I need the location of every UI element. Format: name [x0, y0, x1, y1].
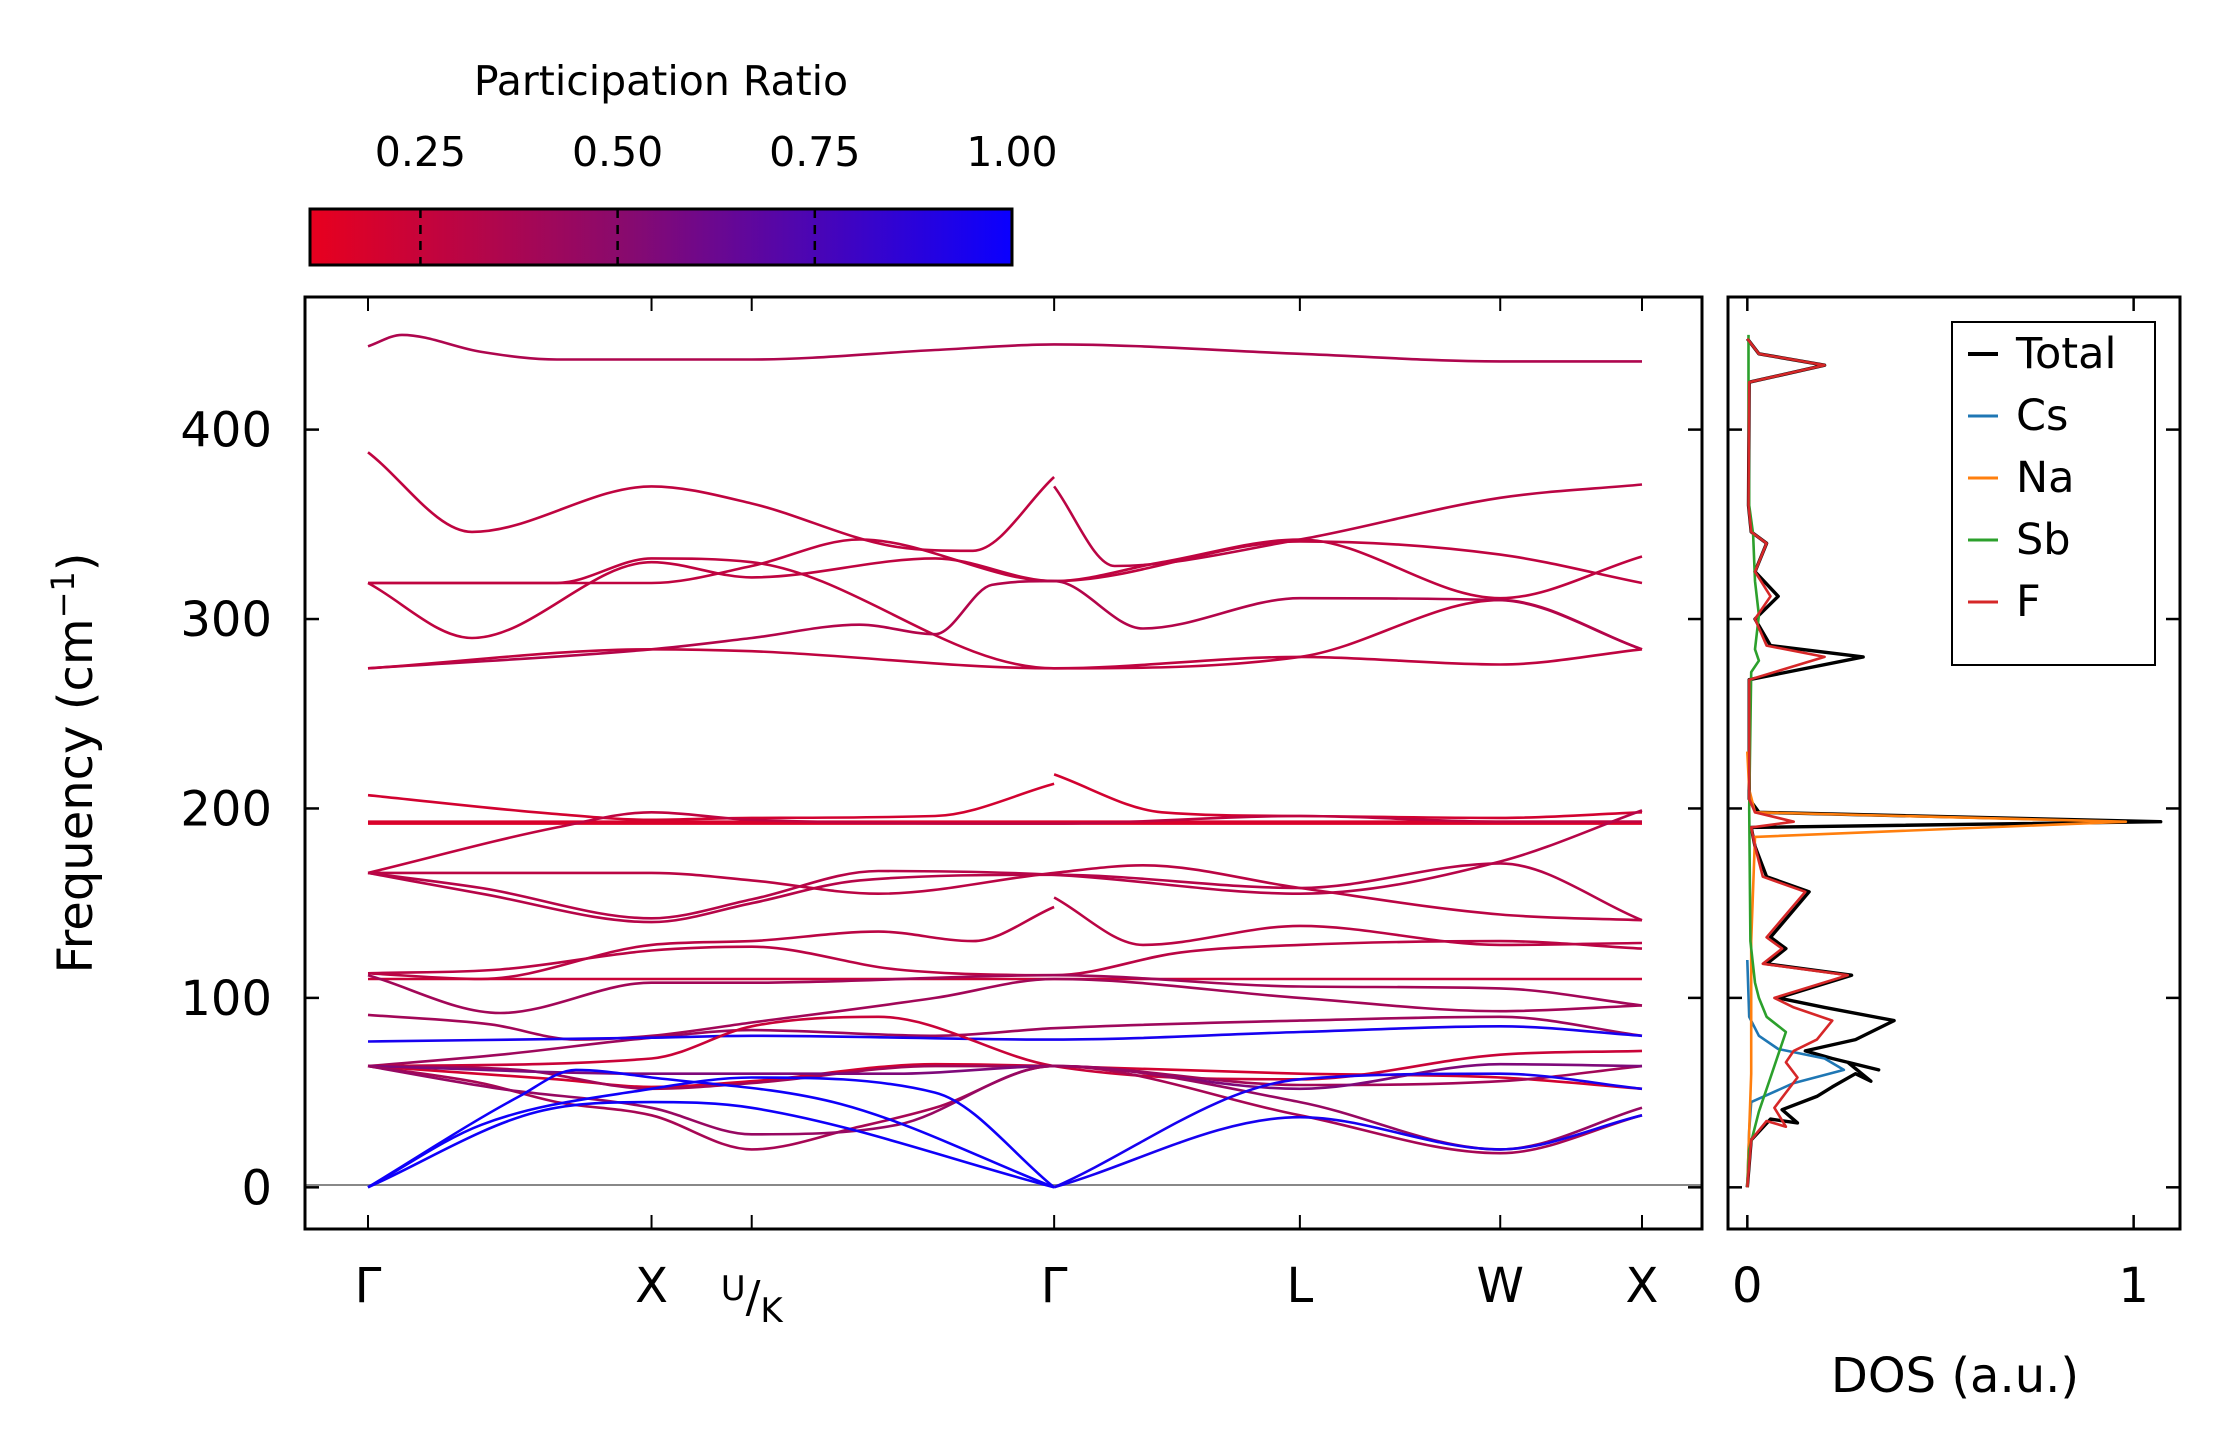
phonon-band-8 — [367, 782, 1055, 822]
colorbar-ticks: 0.25 0.50 0.75 1.00 — [375, 128, 1058, 265]
kpath-gridlines — [367, 297, 1643, 1229]
dos-series-na — [1746, 751, 2128, 1188]
phonon-band-5 — [368, 557, 1643, 670]
kpath-label-0: Γ — [355, 1258, 382, 1314]
ytick-label-4: 400 — [180, 403, 272, 459]
colorbar-tick-label-1: 0.50 — [572, 128, 663, 176]
frequency-axis-label: Frequency (cm−1) — [44, 552, 104, 973]
phonon-band-6 — [367, 579, 1643, 670]
colorbar-gradient — [308, 207, 1014, 267]
band-lines — [367, 333, 1643, 1189]
legend-items: Total Cs Na Sb F — [1968, 329, 2116, 627]
phonon-band-32 — [367, 1068, 1055, 1189]
frequency-axis-ticks: 0 100 200 300 400 — [180, 403, 1702, 1216]
kpath-label-4: L — [1286, 1258, 1313, 1314]
kpath-label-main-2: U — [721, 1269, 746, 1309]
phonon-band-2 — [1053, 483, 1643, 568]
band-structure-panel: 0 100 200 300 400 Γ X U/K Γ L W X Frequency (cm−1) — [44, 295, 1704, 1331]
dos-xtick-label-1: 1 — [2118, 1258, 2149, 1314]
legend-label-total: Total — [2015, 329, 2116, 379]
phonon-band-31 — [367, 1100, 1055, 1189]
band-structure-frame — [303, 295, 1704, 1231]
ytick-label-1: 100 — [180, 971, 272, 1027]
phonon-band-23 — [367, 1024, 1643, 1043]
dos-axis-label: DOS (a.u.) — [1831, 1348, 2079, 1404]
dos-axis-ticks — [1728, 428, 2180, 1189]
phonon-band-26 — [367, 1064, 1643, 1091]
phonon-band-12 — [367, 810, 1642, 875]
phonon-band-19 — [367, 939, 1643, 977]
dos-series-f — [1746, 337, 1850, 1188]
phonon-band-4 — [367, 538, 1643, 640]
legend-label-f: F — [2016, 577, 2041, 627]
dos-lines — [1745, 334, 2163, 1188]
legend-label-cs: Cs — [2016, 391, 2068, 441]
dos-series-sb — [1746, 334, 1788, 1188]
phonon-band-30 — [367, 1076, 1055, 1189]
phonon-band-17 — [1053, 896, 1643, 947]
kpath-label-sub-2: K — [760, 1291, 784, 1331]
phonon-band-21 — [367, 977, 1643, 1041]
colorbar: Participation Ratio 0.25 0.50 0.75 1.00 — [308, 57, 1058, 267]
frequency-axis-label-main: Frequency (cm — [48, 618, 104, 973]
frequency-axis-label-end: ) — [48, 552, 104, 571]
phonon-band-0 — [367, 333, 1642, 363]
kpath-label-2: U/K — [721, 1269, 785, 1331]
legend-frame — [1951, 321, 2156, 666]
kpath-label-slash-2: / — [746, 1272, 761, 1323]
phonon-band-24 — [367, 1062, 1643, 1091]
kpath-label-6: X — [1626, 1258, 1659, 1314]
kpath-label-5: W — [1477, 1258, 1524, 1314]
ytick-label-3: 300 — [180, 592, 272, 648]
dos-xtick-label-0: 0 — [1732, 1258, 1763, 1314]
dos-legend: Total Cs Na Sb F — [1951, 321, 2156, 666]
phonon-band-7 — [367, 647, 1643, 670]
phonon-band-1 — [367, 451, 1055, 553]
colorbar-tick-label-3: 1.00 — [966, 128, 1057, 176]
phonon-band-27 — [367, 1062, 1643, 1091]
phonon-band-9 — [1053, 773, 1643, 820]
phonon-band-14 — [367, 809, 1643, 920]
colorbar-tick-label-2: 0.75 — [769, 128, 860, 176]
phonon-band-13 — [367, 862, 1643, 924]
dos-frame — [1726, 295, 2182, 1231]
phonon-band-3 — [368, 538, 1643, 585]
phonon-band-25 — [367, 1015, 1643, 1081]
legend-label-na: Na — [2016, 453, 2075, 503]
phonon-band-28 — [367, 1064, 1643, 1155]
ytick-label-0: 0 — [241, 1160, 272, 1216]
phonon-band-33 — [1053, 1114, 1643, 1189]
phonon-band-22 — [367, 1015, 1643, 1068]
frequency-axis-label-sup: −1 — [44, 571, 82, 618]
kpath-label-1: X — [635, 1258, 668, 1314]
kpath-axis-ticks: Γ X U/K Γ L W X — [355, 1258, 1659, 1331]
colorbar-tick-label-0: 0.25 — [375, 128, 466, 176]
phonon-band-20 — [367, 973, 1643, 1015]
ytick-label-2: 200 — [180, 781, 272, 837]
phonon-band-16 — [367, 905, 1055, 981]
phonon-band-15 — [368, 863, 1643, 922]
kpath-label-3: Γ — [1041, 1258, 1068, 1314]
colorbar-label: Participation Ratio — [474, 57, 848, 105]
phonon-band-34 — [1053, 1072, 1643, 1189]
legend-label-sb: Sb — [2016, 515, 2071, 565]
